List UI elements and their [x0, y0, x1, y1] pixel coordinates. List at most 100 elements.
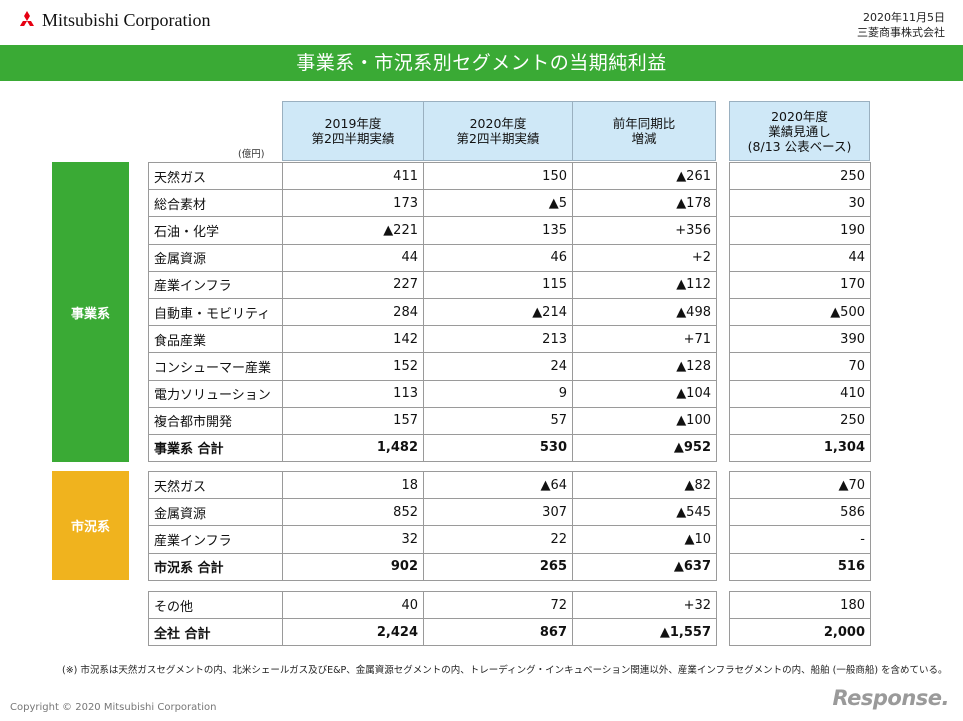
- value-cell: 516: [729, 552, 871, 581]
- value-cell: 1,304: [729, 433, 871, 463]
- value-cell: 250: [729, 406, 871, 435]
- category-business: 事業系: [52, 162, 129, 462]
- segment-label: 天然ガス: [148, 470, 283, 500]
- table-row: 天然ガス 411 150 ▲261: [148, 161, 717, 191]
- value-cell: ▲128: [572, 352, 717, 381]
- value-cell: ▲500: [729, 297, 871, 327]
- value-cell: 586: [729, 498, 871, 527]
- table-row: 410: [729, 379, 871, 408]
- value-cell: 157: [282, 406, 424, 435]
- table-row: 180: [729, 590, 871, 620]
- column-header-yoy-change: 前年同期比 増減: [572, 101, 716, 161]
- table-row: 44: [729, 243, 871, 272]
- market-forecast-table: ▲70 586-516: [729, 470, 871, 581]
- value-cell: ▲178: [572, 189, 717, 218]
- value-cell: 250: [729, 161, 871, 191]
- value-cell: 2,424: [282, 618, 424, 647]
- value-cell: ▲261: [572, 161, 717, 191]
- page-title: 事業系・市況系別セグメントの当期純利益: [0, 45, 963, 81]
- value-cell: 113: [282, 379, 424, 408]
- table-row: ▲70: [729, 470, 871, 500]
- total-row: 全社 合計 2,424 867 ▲1,557: [148, 618, 717, 647]
- table-row: 190: [729, 216, 871, 245]
- total-row: 事業系 合計 1,482 530 ▲952: [148, 433, 717, 463]
- value-cell: 173: [282, 189, 424, 218]
- column-header-fy2020-q2: 2020年度 第2四半期実績: [423, 101, 573, 161]
- segment-label: 総合素材: [148, 189, 283, 218]
- segment-label: 金属資源: [148, 498, 283, 527]
- business-segment-table: 天然ガス 411 150 ▲261 総合素材 173 ▲5 ▲178 石油・化学 ▲221 135 +…: [148, 161, 717, 463]
- table-row: その他 40 72 +32: [148, 590, 717, 620]
- segment-label: 天然ガス: [148, 161, 283, 191]
- value-cell: 190: [729, 216, 871, 245]
- value-cell: 135: [423, 216, 573, 245]
- value-cell: ▲952: [572, 433, 717, 463]
- value-cell: 40: [282, 590, 424, 620]
- business-forecast-table: 250 30 190 44 170 ▲500 390 70 410 250 1,304: [729, 161, 871, 463]
- value-cell: +356: [572, 216, 717, 245]
- market-segment-table: 天然ガス 18 ▲64 ▲82 金属資源 852 307 ▲545 産業インフラ 32 22 ▲10 市…: [148, 470, 717, 581]
- value-cell: 18: [282, 470, 424, 500]
- table-row: 250: [729, 161, 871, 191]
- value-cell: 32: [282, 525, 424, 554]
- value-cell: ▲112: [572, 270, 717, 299]
- value-cell: 410: [729, 379, 871, 408]
- value-cell: 46: [423, 243, 573, 272]
- value-cell: ▲214: [423, 297, 573, 327]
- unit-label: (億円): [238, 149, 265, 160]
- total-row: 516: [729, 552, 871, 581]
- table-row: 複合都市開発 157 57 ▲100: [148, 406, 717, 435]
- value-cell: 307: [423, 498, 573, 527]
- table-row: ▲500: [729, 297, 871, 327]
- value-cell: +32: [572, 590, 717, 620]
- table-row: 390: [729, 325, 871, 354]
- total-row: 市況系 合計 902 265 ▲637: [148, 552, 717, 581]
- value-cell: 213: [423, 325, 573, 354]
- segment-label: 市況系 合計: [148, 552, 283, 581]
- value-cell: 150: [423, 161, 573, 191]
- value-cell: 867: [423, 618, 573, 647]
- table-row: 電力ソリューション 113 9 ▲104: [148, 379, 717, 408]
- value-cell: ▲104: [572, 379, 717, 408]
- value-cell: 24: [423, 352, 573, 381]
- total-row: 2,000: [729, 618, 871, 647]
- value-cell: 180: [729, 590, 871, 620]
- value-cell: 72: [423, 590, 573, 620]
- value-cell: 44: [729, 243, 871, 272]
- table-row: 総合素材 173 ▲5 ▲178: [148, 189, 717, 218]
- value-cell: 284: [282, 297, 424, 327]
- column-header-fy2020-forecast: 2020年度 業績見通し (8/13 公表ベース): [729, 101, 870, 161]
- value-cell: 9: [423, 379, 573, 408]
- table-row: 食品産業 142 213 +71: [148, 325, 717, 354]
- value-cell: 30: [729, 189, 871, 218]
- segment-label: 事業系 合計: [148, 433, 283, 463]
- value-cell: ▲70: [729, 470, 871, 500]
- value-cell: 22: [423, 525, 573, 554]
- value-cell: ▲498: [572, 297, 717, 327]
- value-cell: 70: [729, 352, 871, 381]
- value-cell: 142: [282, 325, 424, 354]
- segment-label: 石油・化学: [148, 216, 283, 245]
- value-cell: ▲100: [572, 406, 717, 435]
- company-name: Mitsubishi Corporation: [42, 10, 211, 30]
- table-row: コンシューマー産業 152 24 ▲128: [148, 352, 717, 381]
- value-cell: ▲10: [572, 525, 717, 554]
- footnote: (※) 市況系は天然ガスセグメントの内、北米シェールガス及びE&P、金属資源セグ…: [62, 665, 948, 676]
- total-forecast-table: 180 2,000: [729, 590, 871, 647]
- value-cell: +2: [572, 243, 717, 272]
- table-row: 金属資源 852 307 ▲545: [148, 498, 717, 527]
- table-row: -: [729, 525, 871, 554]
- table-row: 産業インフラ 227 115 ▲112: [148, 270, 717, 299]
- value-cell: -: [729, 525, 871, 554]
- segment-label: 金属資源: [148, 243, 283, 272]
- value-cell: 1,482: [282, 433, 424, 463]
- value-cell: 57: [423, 406, 573, 435]
- table-row: 金属資源 44 46 +2: [148, 243, 717, 272]
- segment-label: 産業インフラ: [148, 270, 283, 299]
- segment-label: 電力ソリューション: [148, 379, 283, 408]
- table-row: 70: [729, 352, 871, 381]
- table-row: 170: [729, 270, 871, 299]
- total-row: 1,304: [729, 433, 871, 463]
- issuer-name: 三菱商事株式会社: [857, 26, 945, 39]
- table-row: 天然ガス 18 ▲64 ▲82: [148, 470, 717, 500]
